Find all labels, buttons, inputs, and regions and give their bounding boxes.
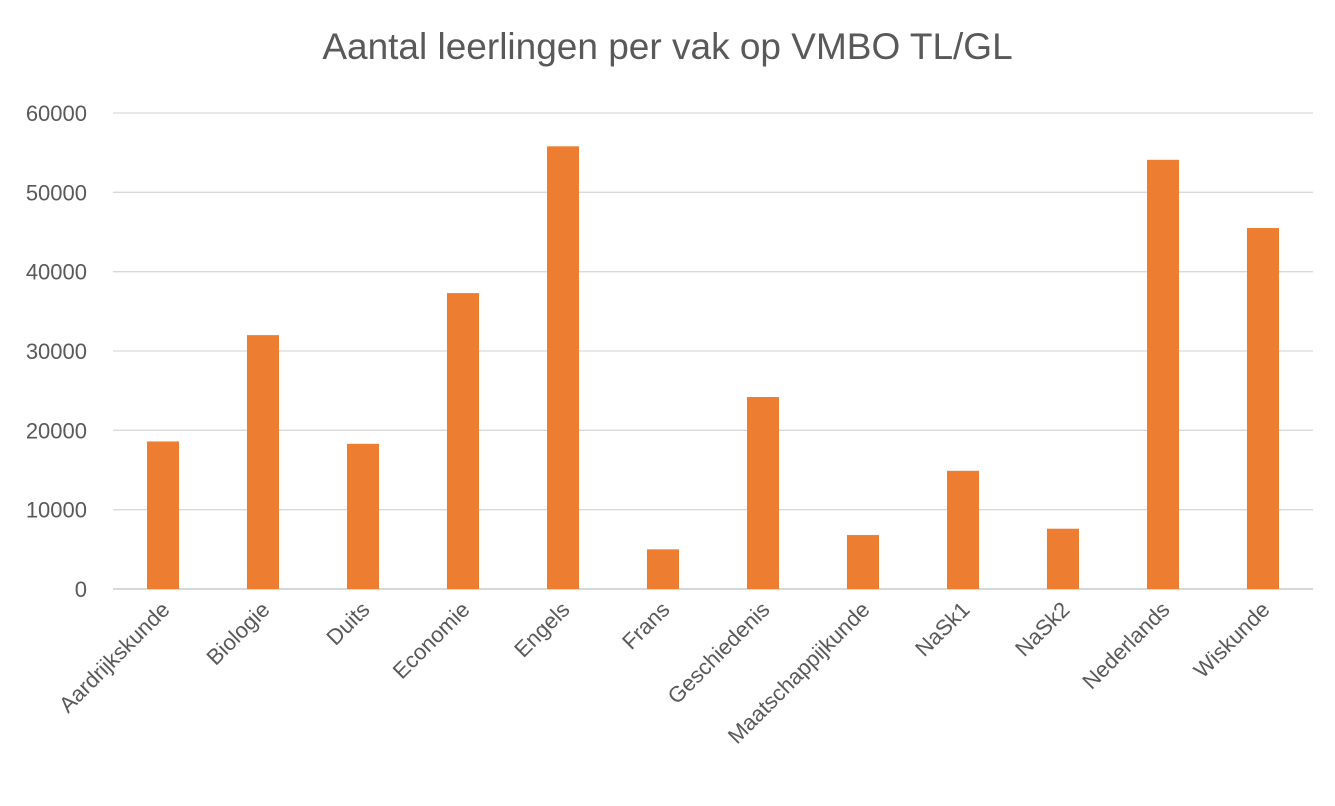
x-tick-label: Biologie (202, 597, 275, 670)
bar-nederlands (1147, 159, 1179, 589)
x-tick-label: Aardrijkskunde (54, 597, 175, 718)
bar-geschiedenis (747, 397, 779, 589)
bar-biologie (247, 335, 279, 589)
x-tick-label: Wiskunde (1189, 597, 1275, 683)
x-tick-label: NaSk1 (910, 597, 974, 661)
bar-engels (547, 146, 579, 589)
bars (147, 146, 1279, 590)
gridlines (113, 112, 1313, 590)
bar-maatschappijkunde (847, 535, 879, 589)
x-tick-label: Engels (509, 597, 574, 662)
y-tick-label: 40000 (26, 260, 87, 285)
x-axis-ticks: Aardrijkskunde Biologie Duits Economie Engel… (54, 597, 1275, 749)
x-tick-label: Economie (388, 597, 475, 684)
x-tick-label: NaSk2 (1010, 597, 1074, 661)
y-tick-label: 30000 (26, 339, 87, 364)
bar-duits (347, 443, 379, 589)
y-tick-label: 60000 (26, 101, 87, 126)
y-tick-label: 20000 (26, 418, 87, 443)
bar-economie (447, 293, 479, 589)
x-tick-label: Geschiedenis (663, 597, 775, 709)
x-tick-label: Nederlands (1077, 597, 1174, 694)
x-tick-label: Frans (617, 597, 674, 654)
y-tick-label: 10000 (26, 498, 87, 523)
x-tick-label: Duits (321, 597, 374, 650)
bar-nask2 (1047, 528, 1079, 589)
bar-nask1 (947, 470, 979, 589)
chart-title: Aantal leerlingen per vak op VMBO TL/GL (322, 26, 1013, 67)
bar-frans (647, 549, 679, 589)
y-axis-ticks: 0 10000 20000 30000 40000 50000 60000 (26, 101, 87, 602)
y-tick-label: 0 (75, 577, 87, 602)
bar-wiskunde (1247, 228, 1279, 590)
bar-aardrijkskunde (147, 441, 179, 589)
y-tick-label: 50000 (26, 180, 87, 205)
